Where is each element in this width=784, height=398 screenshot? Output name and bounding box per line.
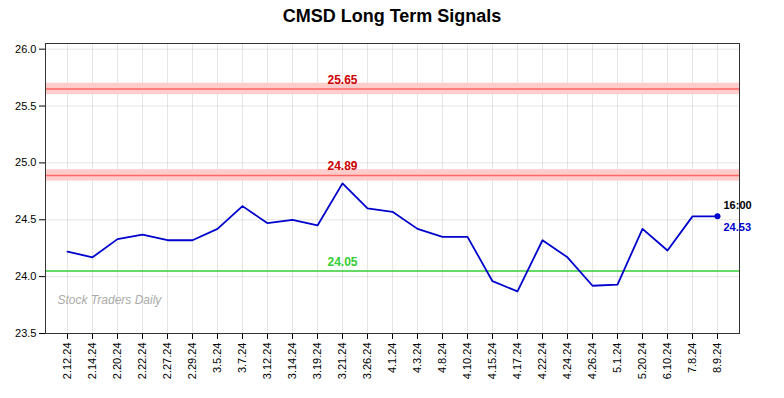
svg-text:4.8.24: 4.8.24 [436,343,448,374]
svg-text:24.89: 24.89 [327,159,357,173]
svg-text:23.5: 23.5 [15,327,36,339]
svg-text:2.29.24: 2.29.24 [186,343,198,380]
svg-text:5.20.24: 5.20.24 [636,343,648,380]
html-text:CMSD Long Term Signals: CMSD Long Term Signals [282,6,502,26]
svg-text:4.22.24: 4.22.24 [536,343,548,380]
svg-text:25.65: 25.65 [327,73,357,87]
svg-text:4.3.24: 4.3.24 [411,343,423,374]
svg-text:25.0: 25.0 [15,156,36,168]
svg-text:3.14.24: 3.14.24 [286,343,298,380]
svg-text:Stock Traders Daily: Stock Traders Daily [58,293,163,307]
svg-text:24.05: 24.05 [327,255,357,269]
svg-text:16:00: 16:00 [724,199,752,211]
svg-text:6.10.24: 6.10.24 [661,343,673,380]
svg-text:3.7.24: 3.7.24 [236,343,248,374]
svg-text:4.26.24: 4.26.24 [586,343,598,380]
svg-text:25.5: 25.5 [15,100,36,112]
svg-text:2.22.24: 2.22.24 [136,343,148,380]
svg-text:3.19.24: 3.19.24 [311,343,323,380]
svg-text:4.10.24: 4.10.24 [461,343,473,380]
svg-text:3.12.24: 3.12.24 [261,343,273,380]
svg-text:4.24.24: 4.24.24 [561,343,573,380]
svg-text:24.0: 24.0 [15,270,36,282]
svg-text:4.17.24: 4.17.24 [511,343,523,380]
svg-text:2.27.24: 2.27.24 [161,343,173,380]
svg-text:8.9.24: 8.9.24 [711,343,723,374]
svg-text:3.26.24: 3.26.24 [361,343,373,380]
svg-text:4.15.24: 4.15.24 [486,343,498,380]
svg-text:2.12.24: 2.12.24 [61,343,73,380]
svg-text:7.8.24: 7.8.24 [686,343,698,374]
svg-text:3.21.24: 3.21.24 [336,343,348,380]
svg-text:3.5.24: 3.5.24 [211,343,223,374]
svg-text:26.0: 26.0 [15,43,36,55]
svg-text:4.1.24: 4.1.24 [386,343,398,374]
svg-text:2.14.24: 2.14.24 [86,343,98,380]
svg-text:24.53: 24.53 [724,221,752,233]
svg-text:24.5: 24.5 [15,213,36,225]
svg-text:5.1.24: 5.1.24 [611,343,623,374]
svg-text:2.20.24: 2.20.24 [111,343,123,380]
